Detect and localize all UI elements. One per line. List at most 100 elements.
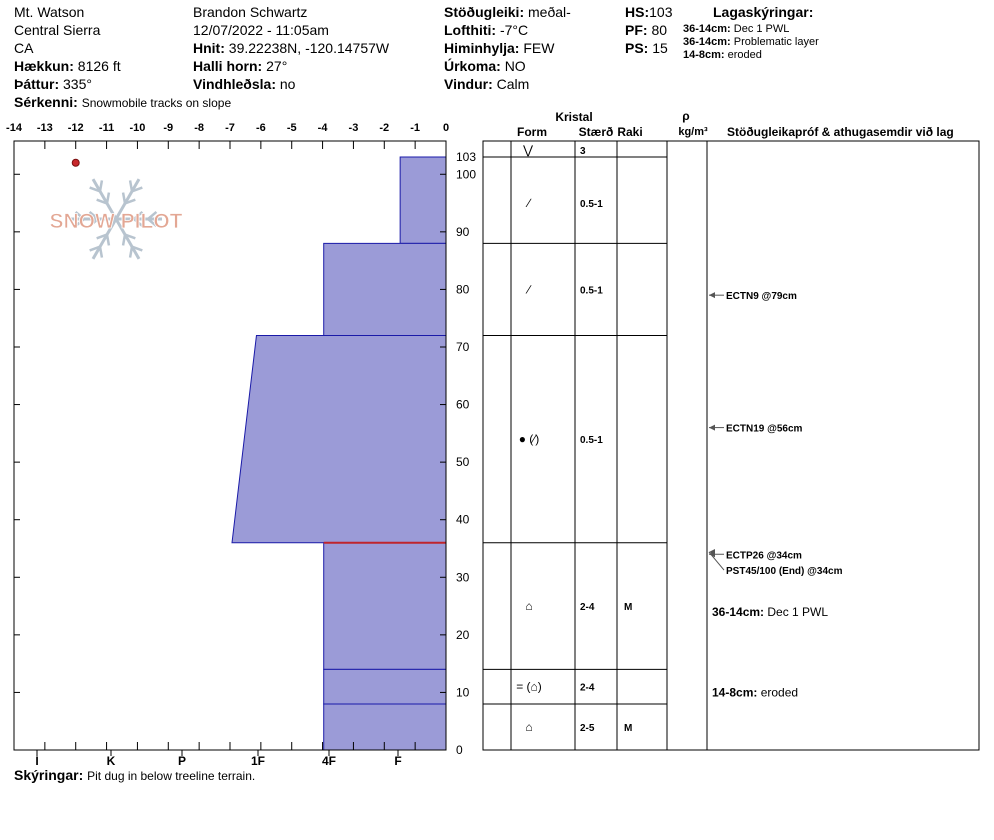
snowflake-branch xyxy=(88,210,99,220)
hardness-layer-5 xyxy=(323,703,447,751)
snowflake-branch xyxy=(105,234,111,246)
hardness-tick-label: 1F xyxy=(251,754,265,768)
snowflake-branch xyxy=(131,245,143,252)
depth-tick-label: 90 xyxy=(456,225,470,239)
snowflake-branch xyxy=(96,198,108,205)
snowflake-arm xyxy=(91,178,118,220)
header-size: Stærð xyxy=(579,125,614,139)
snowflake-branch xyxy=(98,180,104,192)
snowflake-arm xyxy=(114,178,141,220)
snowflake-branch xyxy=(131,186,143,193)
legend-item: 36-14cm: Problematic layer xyxy=(683,36,819,48)
crystal-form: ∕ xyxy=(525,282,532,296)
snowflake-branch xyxy=(98,246,104,258)
observer: Brandon Schwartz xyxy=(193,4,308,20)
coordinates: Hnit: 39.22238N, -120.14757W xyxy=(193,40,390,56)
snowflake-branch xyxy=(128,180,134,192)
ski-penetration: PS: 15 xyxy=(625,40,668,56)
notes: Skýringar: Pit dug in below treeline ter… xyxy=(14,767,256,783)
hardness-layer-0 xyxy=(399,156,447,244)
state: CA xyxy=(14,40,34,56)
crystal-size: 0.5-1 xyxy=(580,199,603,210)
test-label: ECTP26 @34cm xyxy=(726,550,802,561)
precipitation: Úrkoma: NO xyxy=(444,58,526,74)
snowflake-branch xyxy=(74,210,85,220)
logo-text: SNOW PILOT xyxy=(50,210,183,233)
snowflake-branch xyxy=(124,233,136,240)
region: Central Sierra xyxy=(14,22,101,38)
depth-tick-label: 100 xyxy=(456,167,476,181)
temp-tick-label: -9 xyxy=(163,122,173,134)
hardness-tick-label: I xyxy=(35,754,38,768)
depth-tick-label: 20 xyxy=(456,628,470,642)
test-pointer xyxy=(708,551,725,571)
aspect: Þáttur: 335° xyxy=(14,76,92,92)
legend-title: Lagaskýringar: xyxy=(713,4,814,20)
snowflake-branch xyxy=(96,233,108,240)
snowflake-branch xyxy=(105,192,111,204)
snowflake-branch xyxy=(133,218,144,228)
temp-tick-label: -11 xyxy=(99,122,114,134)
header-density-unit: kg/m³ xyxy=(678,126,708,138)
stability: Stöðugleiki: meðal- xyxy=(444,4,571,20)
crystal-size: 3 xyxy=(580,146,586,157)
crystal-form: ⌂ xyxy=(525,720,532,734)
depth-tick-label: 10 xyxy=(456,685,470,699)
depth-tick-label: 60 xyxy=(456,398,470,412)
sky-cover: Himinhylja: FEW xyxy=(444,40,555,56)
layer-comment-range: 14-8cm: xyxy=(712,685,761,699)
snowflake-arm xyxy=(91,218,118,260)
header-moisture: Raki xyxy=(617,125,642,139)
temp-tick-label: -6 xyxy=(256,122,266,134)
depth-tick-label: 40 xyxy=(456,513,470,527)
layer-comment-range: 36-14cm: xyxy=(712,605,767,619)
layer-comment-text: Dec 1 PWL xyxy=(767,605,828,619)
crystal-form: ⋁ xyxy=(522,143,533,157)
features: Sérkenni: Snowmobile tracks on slope xyxy=(14,94,232,110)
temp-tick-label: -3 xyxy=(349,122,359,134)
crystal-form: ⌂ xyxy=(525,599,532,613)
snowflake-branch xyxy=(133,210,144,220)
snowflake-branch xyxy=(89,186,101,193)
hardness-tick-label: K xyxy=(107,754,116,768)
hardness-layer-4 xyxy=(323,668,447,705)
snowflake-branch xyxy=(89,245,101,252)
temp-tick-label: -13 xyxy=(37,122,53,134)
temp-tick-label: -4 xyxy=(318,122,329,134)
depth-tick-label: 0 xyxy=(456,743,463,757)
test-arrow xyxy=(709,549,715,556)
crystal-form: ∕ xyxy=(525,196,532,210)
snowflake-branch xyxy=(147,218,158,228)
header-crystal: Kristal xyxy=(555,110,592,124)
temp-tick-label: 0 xyxy=(443,122,449,134)
crystal-form: = (⌂) xyxy=(516,680,542,694)
temp-tick-label: -8 xyxy=(194,122,204,134)
temperature-point xyxy=(71,158,80,167)
hardness-layer-3 xyxy=(323,542,447,670)
snowflake-branch xyxy=(121,192,127,204)
crystal-size: 0.5-1 xyxy=(580,435,603,446)
temp-tick-label: -1 xyxy=(410,122,420,134)
layer-comment: 14-8cm: eroded xyxy=(712,685,798,699)
depth-tick-label: 80 xyxy=(456,282,470,296)
hardness-temperature-plot: -14 -13 -12 -11 -10 -9 -8 -7 -6 -5 -4 -3 -2 -1 0010203… xyxy=(6,122,476,768)
wind: Vindur: Calm xyxy=(444,76,530,92)
location: Mt. Watson xyxy=(14,4,85,20)
crystal-table: Kristal Form Stærð Raki ρ kg/m³ Stöðugleikapró… xyxy=(482,109,980,751)
temp-tick-label: -7 xyxy=(225,122,235,134)
layer-comment: 36-14cm: Dec 1 PWL xyxy=(712,605,828,619)
temp-tick-label: -2 xyxy=(379,122,389,134)
hardness-tick-label: P xyxy=(178,754,186,768)
depth-tick-label: 70 xyxy=(456,340,470,354)
slope-angle: Halli horn: 27° xyxy=(193,58,288,74)
depth-tick-label: 30 xyxy=(456,570,470,584)
layer-comment-text: eroded xyxy=(761,685,798,699)
snowflake-branch xyxy=(128,246,134,258)
header-form: Form xyxy=(517,125,547,139)
hardness-layer-2 xyxy=(231,334,447,544)
air-temp: Lofthiti: -7°C xyxy=(444,22,529,38)
test-arrow xyxy=(709,292,715,299)
elevation: Hækkun: 8126 ft xyxy=(14,58,121,74)
depth-tick-label: 50 xyxy=(456,455,470,469)
